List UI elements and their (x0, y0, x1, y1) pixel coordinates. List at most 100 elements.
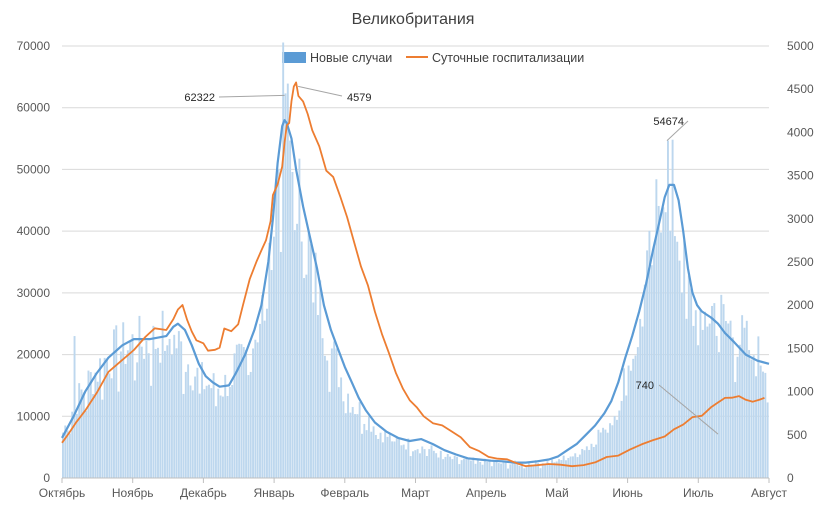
bar (159, 362, 162, 478)
bar (646, 250, 649, 478)
bar (303, 278, 305, 478)
bar (333, 341, 336, 478)
y-right-tick-label: 500 (787, 428, 807, 442)
bar (553, 462, 556, 478)
bar (187, 364, 190, 478)
bar (442, 459, 445, 478)
bar (85, 410, 88, 478)
bar (402, 444, 405, 478)
bar (412, 451, 414, 478)
bar (539, 468, 542, 478)
bar (432, 450, 435, 478)
bar (384, 429, 387, 478)
x-tick-label: Июль (683, 486, 714, 500)
bar (99, 358, 102, 478)
bar (664, 212, 667, 478)
bar (752, 355, 755, 478)
bar (766, 402, 769, 478)
bar (690, 288, 693, 478)
bar (414, 450, 417, 478)
bar (330, 348, 333, 478)
bar (546, 461, 549, 478)
bar (713, 303, 716, 478)
bar (643, 284, 646, 478)
bar (544, 464, 547, 478)
bar (409, 456, 412, 478)
bar (154, 348, 157, 478)
bar (117, 391, 120, 478)
bar (247, 375, 250, 478)
bar (467, 457, 470, 478)
bar (314, 252, 317, 478)
y-right-tick-label: 3000 (787, 212, 814, 226)
bar (741, 315, 744, 478)
bar (476, 459, 479, 478)
bar (620, 400, 623, 478)
bar (101, 399, 104, 478)
bar (398, 438, 401, 478)
bar (150, 385, 153, 478)
bar (622, 368, 625, 478)
bar (750, 359, 753, 478)
annotations: 62322 4579 54674 740 (184, 85, 719, 435)
bar (555, 461, 558, 478)
bar (259, 323, 261, 478)
bar (567, 458, 570, 478)
y-right-tick-label: 2500 (787, 255, 814, 269)
bar (660, 232, 662, 478)
legend-swatch-cases (282, 52, 306, 63)
bar (138, 315, 141, 478)
bar (354, 414, 356, 478)
bar (261, 295, 264, 478)
y-left-tick-label: 70000 (17, 39, 51, 53)
bar (500, 463, 503, 478)
bar (163, 350, 166, 478)
bar (282, 42, 285, 478)
bar (340, 377, 343, 478)
bar (64, 425, 67, 478)
bar (755, 376, 758, 478)
bar (143, 358, 146, 478)
y-right-tick-label: 1500 (787, 341, 814, 355)
bar (78, 383, 81, 478)
bar (525, 465, 528, 478)
y-left-tick-label: 50000 (17, 162, 51, 176)
y-right-tick-label: 1000 (787, 385, 814, 399)
bar (407, 438, 410, 478)
bar (166, 345, 169, 478)
bar (268, 242, 271, 478)
bar (157, 347, 159, 478)
bar (673, 236, 676, 478)
bar (571, 456, 574, 478)
bar (486, 461, 489, 478)
bar (405, 449, 407, 478)
bar (367, 416, 370, 478)
bar (423, 449, 426, 478)
bar (514, 460, 516, 478)
x-tick-label: Январь (254, 486, 295, 500)
bar (616, 419, 618, 478)
bar (296, 223, 299, 478)
bar (437, 457, 440, 478)
bar (73, 336, 76, 478)
bar (597, 429, 600, 478)
bar (463, 458, 465, 478)
bar (235, 344, 238, 478)
bar (736, 356, 739, 478)
bar (667, 140, 669, 478)
bar (687, 275, 690, 478)
bar (358, 402, 361, 478)
y-right-tick-label: 5000 (787, 39, 814, 53)
bar (523, 468, 526, 478)
bar (511, 463, 514, 478)
bar (662, 207, 665, 478)
bar (252, 348, 254, 478)
bar (729, 320, 732, 478)
bar (481, 464, 484, 478)
bar (527, 463, 530, 478)
x-tick-label: Август (751, 486, 788, 500)
annotation-label: 740 (636, 380, 654, 392)
bar (75, 413, 78, 478)
